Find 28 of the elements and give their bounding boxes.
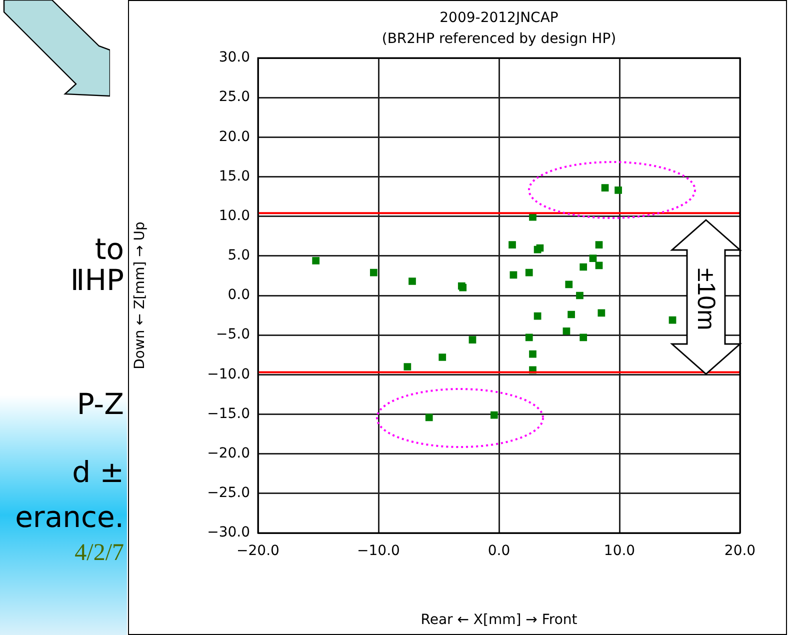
- y-tick-label: 15.0: [218, 168, 250, 184]
- y-tick-label: 30.0: [218, 50, 250, 66]
- y-tick-label: −25.0: [207, 485, 250, 502]
- chart-title: 2009-2012JNCAP: [438, 10, 560, 26]
- x-tick-label: 0.0: [488, 543, 510, 560]
- x-axis-title: Rear ← X[mm] → Front: [420, 612, 578, 628]
- text: to: [94, 232, 124, 266]
- y-tick-label: −30.0: [207, 524, 250, 541]
- y-tick-label: −10.0: [207, 366, 250, 382]
- y-tick-label: 0.0: [228, 287, 250, 304]
- text: ⅡHP: [70, 263, 124, 297]
- chart-subtitle: (BR2HP referenced by design HP): [380, 31, 618, 47]
- y-tick-label: 25.0: [218, 89, 250, 106]
- y-tick-label: 20.0: [218, 128, 250, 145]
- text: P-Z: [76, 387, 124, 421]
- text: 4/2/7: [74, 540, 124, 567]
- annotation: ±10m: [691, 268, 721, 330]
- y-tick-label: −5.0: [216, 326, 250, 343]
- y-tick-label: 10.0: [218, 208, 250, 224]
- text: erance.: [15, 500, 124, 534]
- x-tick-label: −10.0: [357, 543, 400, 560]
- text: d ±: [72, 455, 124, 489]
- y-tick-label: −20.0: [207, 445, 250, 462]
- x-tick-label: 10.0: [604, 543, 636, 560]
- x-tick-label: 20.0: [724, 543, 756, 560]
- y-tick-label: 5.0: [228, 248, 250, 264]
- y-axis-title: Down ← Z[mm] → Up: [132, 221, 148, 370]
- y-tick-label: −15.0: [207, 406, 250, 422]
